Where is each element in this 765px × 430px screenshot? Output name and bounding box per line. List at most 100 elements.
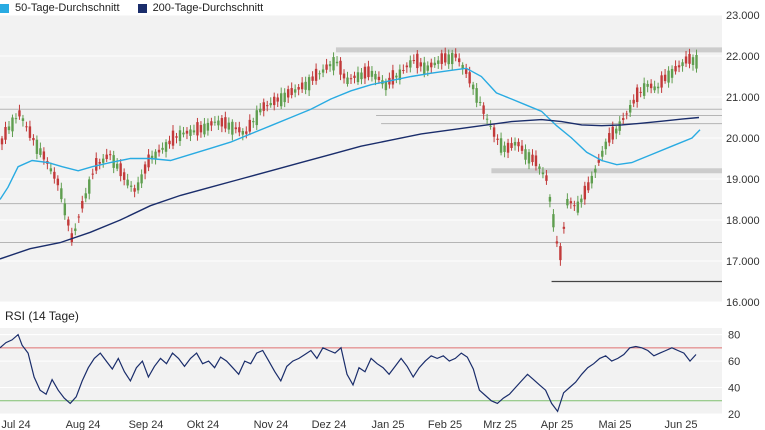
price-candle-body — [569, 201, 573, 204]
rsi-panel-title: RSI (14 Tage) — [5, 309, 79, 323]
x-tick-label: Sep 24 — [129, 419, 164, 430]
price-candle-body — [189, 129, 192, 136]
price-candle-body — [478, 101, 482, 103]
price-candle-body — [440, 53, 443, 64]
price-candle-body — [238, 127, 241, 133]
price-candle-body — [475, 88, 478, 103]
price-candle-body — [447, 54, 450, 65]
price-candle-body — [485, 118, 489, 120]
legend-label-sma200: 200-Tage-Durchschnitt — [152, 2, 264, 14]
price-candle-body — [608, 133, 611, 143]
price-candle-body — [140, 174, 143, 184]
price-candle-body — [307, 77, 311, 91]
price-candle-body — [14, 118, 18, 120]
price-ytick-label: 16.000 — [726, 297, 760, 309]
price-candle-body — [611, 126, 614, 140]
rsi-ytick-label: 40 — [728, 383, 740, 395]
price-candle-body — [175, 136, 178, 138]
price-candle-body — [115, 163, 119, 169]
price-candle-body — [405, 65, 409, 68]
price-candle-body — [583, 185, 587, 200]
price-candle-body — [49, 168, 53, 172]
price-candle-body — [667, 70, 670, 83]
price-candle-body — [562, 226, 566, 229]
price-candle-body — [628, 104, 632, 113]
price-candle-body — [660, 75, 663, 88]
price-candle-body — [252, 121, 255, 123]
price-candle-body — [681, 62, 684, 67]
price-ytick-label: 21.000 — [726, 92, 760, 104]
price-candle-body — [234, 127, 238, 130]
price-candle-body — [594, 168, 597, 173]
rsi-ytick-label: 60 — [728, 356, 740, 368]
price-candle-body — [143, 164, 147, 174]
price-candle-body — [587, 182, 590, 191]
legend-label-sma50: 50-Tage-Durchschnitt — [15, 2, 120, 14]
price-candle-body — [108, 154, 112, 156]
price-candle-body — [656, 86, 660, 89]
x-tick-label: Okt 24 — [187, 419, 219, 430]
price-candle-body — [531, 154, 534, 163]
price-candle-body — [164, 142, 168, 152]
price-candle-body — [231, 121, 234, 135]
price-candle-body — [454, 53, 457, 58]
price-candle-body — [524, 149, 527, 160]
price-ytick-label: 17.000 — [726, 256, 760, 268]
price-candle-body — [4, 126, 7, 140]
price-candle-body — [74, 228, 77, 231]
price-candle-body — [293, 89, 297, 93]
price-candle-body — [325, 64, 328, 70]
price-candle-body — [339, 60, 342, 75]
price-candle-body — [32, 137, 35, 141]
price-candle-body — [171, 130, 175, 146]
price-candle-body — [147, 154, 150, 168]
rsi-ytick-label: 80 — [728, 330, 740, 342]
price-candle-body — [280, 93, 283, 107]
price-candle-body — [433, 62, 436, 66]
price-candle-body — [580, 198, 583, 203]
price-candle-body — [688, 53, 691, 64]
price-candle-body — [286, 89, 290, 98]
price-candle-body — [395, 75, 398, 78]
legend-item-sma50: 50-Tage-Durchschnitt — [0, 2, 120, 14]
sma200-swatch-icon — [137, 3, 147, 13]
price-candle-body — [185, 130, 189, 134]
rsi-ytick-label: 20 — [728, 409, 740, 421]
price-candle-body — [545, 175, 548, 181]
price-candle-body — [0, 138, 4, 145]
price-candle-body — [67, 219, 70, 226]
price-candle-body — [552, 214, 555, 228]
price-candle-body — [653, 86, 656, 91]
price-candle-body — [618, 121, 621, 131]
price-candle-body — [360, 72, 363, 80]
price-candle-body — [136, 182, 140, 191]
price-candle-body — [91, 173, 94, 175]
price-candle-body — [471, 84, 475, 90]
x-tick-label: Jul 24 — [1, 419, 30, 430]
price-candle-body — [102, 158, 105, 163]
price-candle-body — [161, 147, 164, 150]
price-candle-body — [601, 150, 604, 157]
price-candle-body — [168, 140, 171, 145]
price-candle-body — [384, 81, 388, 91]
price-candle-body — [98, 162, 101, 164]
price-candle-body — [573, 205, 576, 207]
price-candle-body — [182, 132, 185, 135]
price-candle-body — [63, 203, 67, 216]
price-candle-body — [695, 55, 698, 69]
price-candle-body — [402, 69, 405, 71]
price-candle-body — [430, 62, 433, 68]
price-candle-body — [56, 178, 60, 186]
price-candle-body — [423, 62, 426, 75]
price-candle-body — [28, 126, 32, 138]
price-candle-body — [363, 66, 367, 79]
price-candle-body — [437, 60, 440, 64]
price-candle-body — [227, 122, 231, 130]
price-candle-body — [646, 83, 649, 87]
price-candle-body — [213, 121, 217, 123]
price-candle-body — [489, 125, 492, 127]
price-candle-body — [635, 87, 639, 103]
price-candle-body — [248, 119, 251, 132]
price-candle-body — [126, 179, 129, 186]
